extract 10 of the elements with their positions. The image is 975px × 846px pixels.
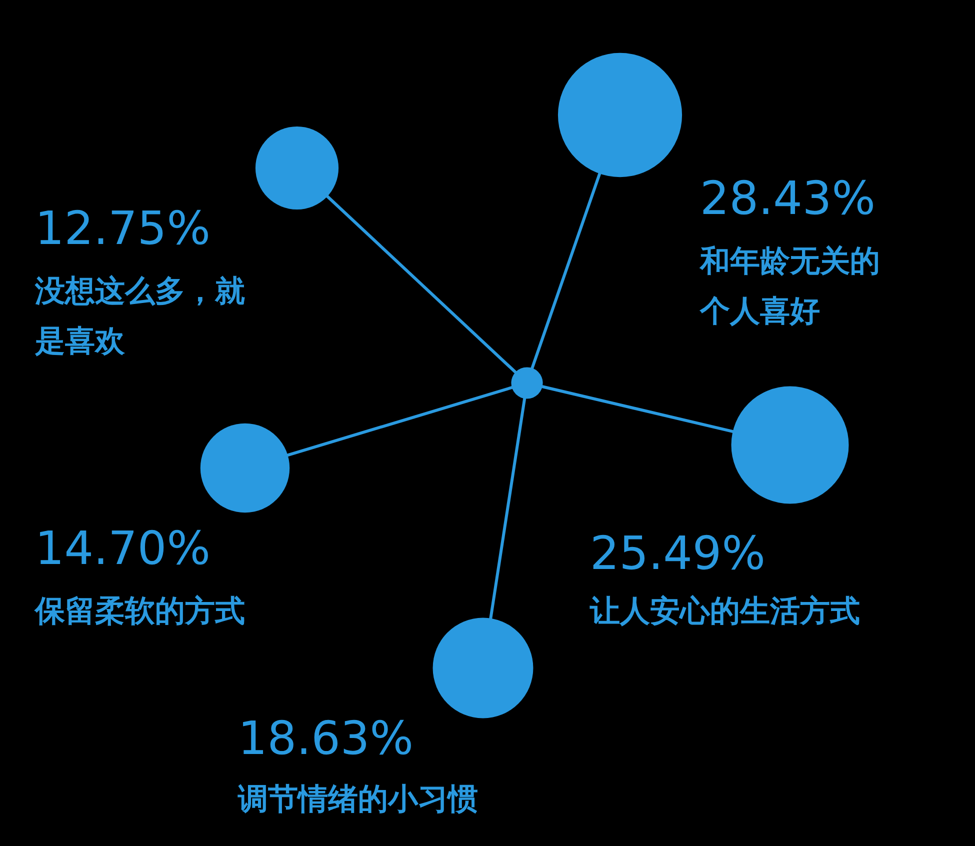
category-label: 和年龄无关的个人喜好 bbox=[699, 244, 880, 329]
data-label: 28.43% bbox=[700, 171, 876, 225]
data-label: 25.49% bbox=[590, 526, 766, 580]
category-label: 没想这么多，就是喜欢 bbox=[34, 274, 245, 359]
data-label: 18.63% bbox=[238, 711, 414, 765]
category-label: 让人安心的生活方式 bbox=[589, 594, 860, 629]
category-label: 调节情绪的小习惯 bbox=[237, 782, 478, 817]
data-label: 12.75% bbox=[35, 201, 210, 255]
data-label: 14.70% bbox=[35, 521, 210, 575]
category-label: 保留柔软的方式 bbox=[34, 594, 245, 629]
